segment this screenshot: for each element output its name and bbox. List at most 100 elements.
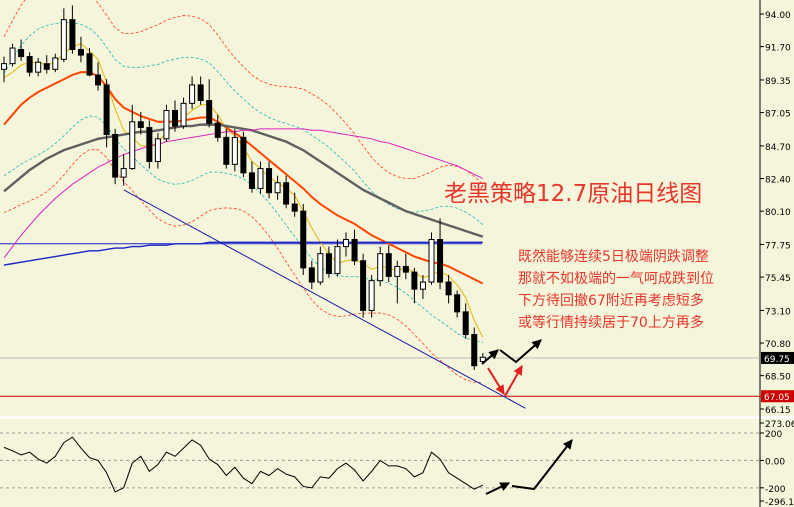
- candle-body: [471, 334, 478, 367]
- candle-body: [112, 134, 119, 178]
- price-tick-label: 66.15: [765, 406, 791, 416]
- osc-tick-label: 0.00: [765, 457, 785, 467]
- ma-slow-line: [3, 123, 484, 238]
- candle-body: [419, 281, 426, 290]
- candle-body: [154, 138, 161, 163]
- candle-body: [351, 239, 358, 262]
- candle-body: [163, 109, 170, 140]
- candle-body: [86, 53, 93, 76]
- oscillator-line: [3, 436, 484, 493]
- candle-body: [35, 61, 42, 73]
- lower-inner-band: [3, 115, 483, 343]
- candle-body: [283, 182, 290, 205]
- chart-annotation-title: 老黑策略12.7原油日线图: [444, 181, 703, 207]
- candle-body: [394, 265, 401, 277]
- price-tick-label: 84.70: [765, 143, 791, 153]
- candle-body: [129, 121, 136, 170]
- black-arrow-short-head: [488, 349, 499, 360]
- candle-body: [214, 122, 221, 138]
- candle-body: [189, 84, 196, 104]
- candle-body: [103, 84, 110, 136]
- osc-tick-label: -200: [765, 485, 786, 495]
- candle-body: [43, 63, 50, 70]
- black-arrow-main: [499, 339, 542, 364]
- trendline: [123, 189, 526, 409]
- candle-body: [69, 19, 76, 50]
- candle-body: [26, 56, 33, 73]
- candle-body: [172, 109, 178, 127]
- pane-separator: [0, 416, 794, 419]
- candle-body: [291, 203, 298, 212]
- support-price-tag: 67.05: [764, 393, 790, 403]
- candle-body: [257, 168, 264, 189]
- price-tick-label: 87.05: [765, 110, 791, 120]
- candle-body: [445, 281, 452, 296]
- candle-body: [9, 47, 16, 65]
- price-tick-label: 70.80: [765, 340, 791, 350]
- candle-body: [334, 246, 341, 275]
- candle-body: [317, 253, 324, 283]
- osc-arrow-main: [511, 439, 573, 491]
- annotation-note-3: 下方待回撤67附近再考虑短多: [518, 293, 704, 309]
- annotation-note-2: 那就不如极端的一气呵成跌到位: [518, 271, 714, 287]
- price-tick-label: 80.10: [765, 208, 791, 218]
- candle-body: [248, 172, 255, 189]
- price-tick-label: 82.40: [765, 176, 791, 186]
- candle-body: [428, 239, 435, 283]
- candle-body: [95, 74, 102, 86]
- price-tick-label: 75.45: [765, 274, 791, 284]
- red-arrow-down-head: [495, 384, 505, 395]
- candle-body: [385, 253, 392, 277]
- ma-200-line: [3, 241, 483, 266]
- upper-outer-band: [3, 0, 484, 185]
- candle-body: [180, 102, 187, 127]
- price-tick-label: 73.10: [765, 307, 791, 317]
- candle-body: [462, 311, 469, 336]
- candle-body: [402, 265, 409, 273]
- support-price-tag-bg: [761, 390, 794, 403]
- osc-arrow-short-head: [499, 482, 511, 491]
- lower-outer-band: [3, 149, 483, 383]
- candle-body: [197, 84, 204, 102]
- osc-tick-label: 273.06: [765, 420, 794, 430]
- candle-body: [368, 280, 375, 311]
- price-tick-label: 91.70: [765, 44, 791, 54]
- candle-body: [120, 168, 127, 178]
- price-tick-label: 68.50: [765, 373, 791, 383]
- black-arrow-main-head: [531, 339, 542, 350]
- candle-body: [325, 253, 332, 275]
- price-tick-label: 94.00: [765, 11, 791, 21]
- last-price-tag-bg: [761, 351, 794, 364]
- annotation-note-4: 或等行情持续居于70上方再多: [518, 315, 704, 331]
- candle-body: [240, 136, 247, 174]
- red-arrow-up-head: [513, 364, 523, 376]
- candle-body: [137, 121, 144, 128]
- candle-body: [308, 267, 315, 283]
- candle-body: [60, 19, 67, 60]
- candle-body: [52, 57, 59, 70]
- price-tick-label: 77.75: [765, 241, 791, 251]
- osc-tick-label: -296.14: [765, 498, 794, 507]
- candle-body: [266, 168, 273, 194]
- candle-body: [1, 63, 7, 70]
- candle-body: [300, 210, 307, 269]
- candle-body: [231, 136, 238, 165]
- candle-body: [411, 271, 418, 290]
- candle-body: [206, 100, 213, 124]
- candle-body: [18, 48, 25, 58]
- osc-arrow-main-head: [563, 439, 573, 450]
- candle-body: [77, 48, 84, 56]
- ma-long-line: [3, 128, 484, 259]
- osc-tick-label: 200: [765, 430, 782, 440]
- candle-body: [223, 136, 230, 165]
- last-price-tag: 69.75: [764, 355, 790, 365]
- annotation-note-1: 既然能够连续5日极端阴跌调整: [518, 249, 709, 265]
- candle-body: [479, 356, 486, 362]
- candle-body: [454, 294, 461, 313]
- candle-body: [360, 260, 367, 311]
- candle-body: [146, 126, 153, 163]
- candle-body: [274, 182, 281, 194]
- price-tick-label: 89.35: [765, 77, 791, 87]
